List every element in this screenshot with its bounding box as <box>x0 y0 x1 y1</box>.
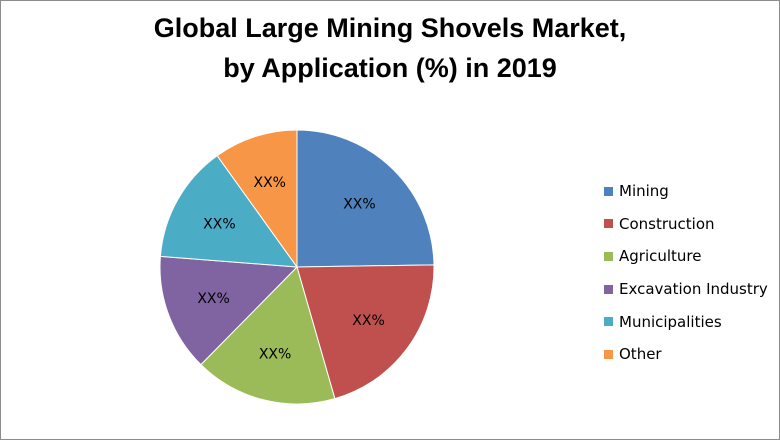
legend-swatch <box>604 349 613 359</box>
legend-swatch <box>604 186 613 196</box>
legend-swatch <box>604 219 613 229</box>
pie-slice-construction <box>296 264 435 400</box>
legend-item-municipalities: Municipalities <box>604 305 768 338</box>
legend-label: Municipalities <box>619 312 722 331</box>
legend-swatch <box>604 251 613 261</box>
legend-label: Agriculture <box>619 247 702 266</box>
data-label-other: XX% <box>254 175 286 191</box>
pie-slice-other <box>216 129 298 269</box>
data-label-municipalities: XX% <box>203 216 235 232</box>
chart-title-line-2: by Application (%) in 2019 <box>223 53 557 83</box>
legend-label: Construction <box>619 214 715 233</box>
legend-item-agriculture: Agriculture <box>604 240 768 273</box>
pie-slice-municipalities <box>159 154 299 268</box>
data-label-mining: XX% <box>343 197 375 213</box>
data-label-excavation-industry: XX% <box>197 291 229 307</box>
pie-slice-excavation-industry <box>159 255 299 366</box>
legend-label: Other <box>619 345 662 364</box>
data-label-agriculture: XX% <box>259 346 291 362</box>
legend-item-construction: Construction <box>604 208 768 241</box>
legend-swatch <box>604 284 613 294</box>
legend-item-mining: Mining <box>604 175 768 208</box>
data-label-construction: XX% <box>352 313 384 329</box>
pie-slice-mining <box>296 129 435 268</box>
pie-slice-agriculture <box>200 266 336 405</box>
legend-swatch <box>604 317 613 327</box>
legend-label: Mining <box>619 182 669 201</box>
chart-title-line-1: Global Large Mining Shovels Market, <box>153 13 627 43</box>
chart-legend: Mining Construction Agriculture Excavation … <box>604 175 768 371</box>
legend-label: Excavation Industry <box>619 280 768 299</box>
legend-item-excavation-industry: Excavation Industry <box>604 273 768 306</box>
chart-title: Global Large Mining Shovels Market, by A… <box>0 8 780 88</box>
legend-item-other: Other <box>604 338 768 371</box>
